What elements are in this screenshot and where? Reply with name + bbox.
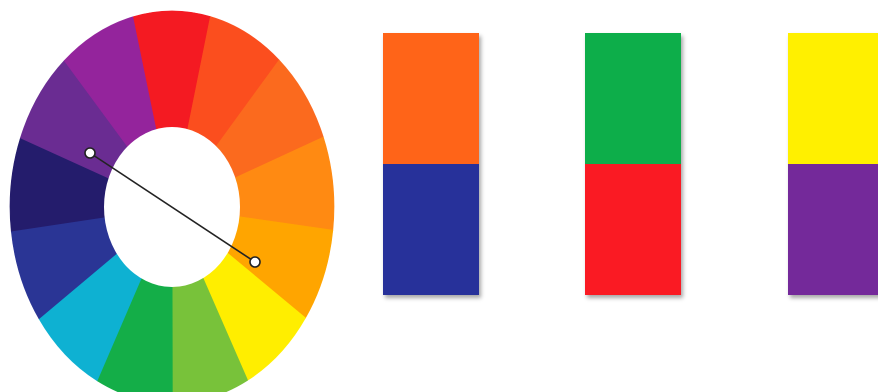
swatch-orange [383,33,479,164]
swatch-red [585,164,681,295]
color-wheel-graphic [9,10,335,392]
color-wheel [0,0,345,392]
wheel-segment-red [132,10,211,208]
swatch-violet [788,164,878,295]
complementary-pair-orange-blue [383,33,479,295]
complementary-connector-line [89,152,256,263]
connector-endpoint-yellow [249,256,261,268]
swatch-blue [383,164,479,295]
complementary-pair-green-red [585,33,681,295]
swatch-yellow [788,33,878,164]
connector-endpoint-violet [84,147,96,159]
complementary-pair-yellow-violet [788,33,878,295]
swatch-green [585,33,681,164]
